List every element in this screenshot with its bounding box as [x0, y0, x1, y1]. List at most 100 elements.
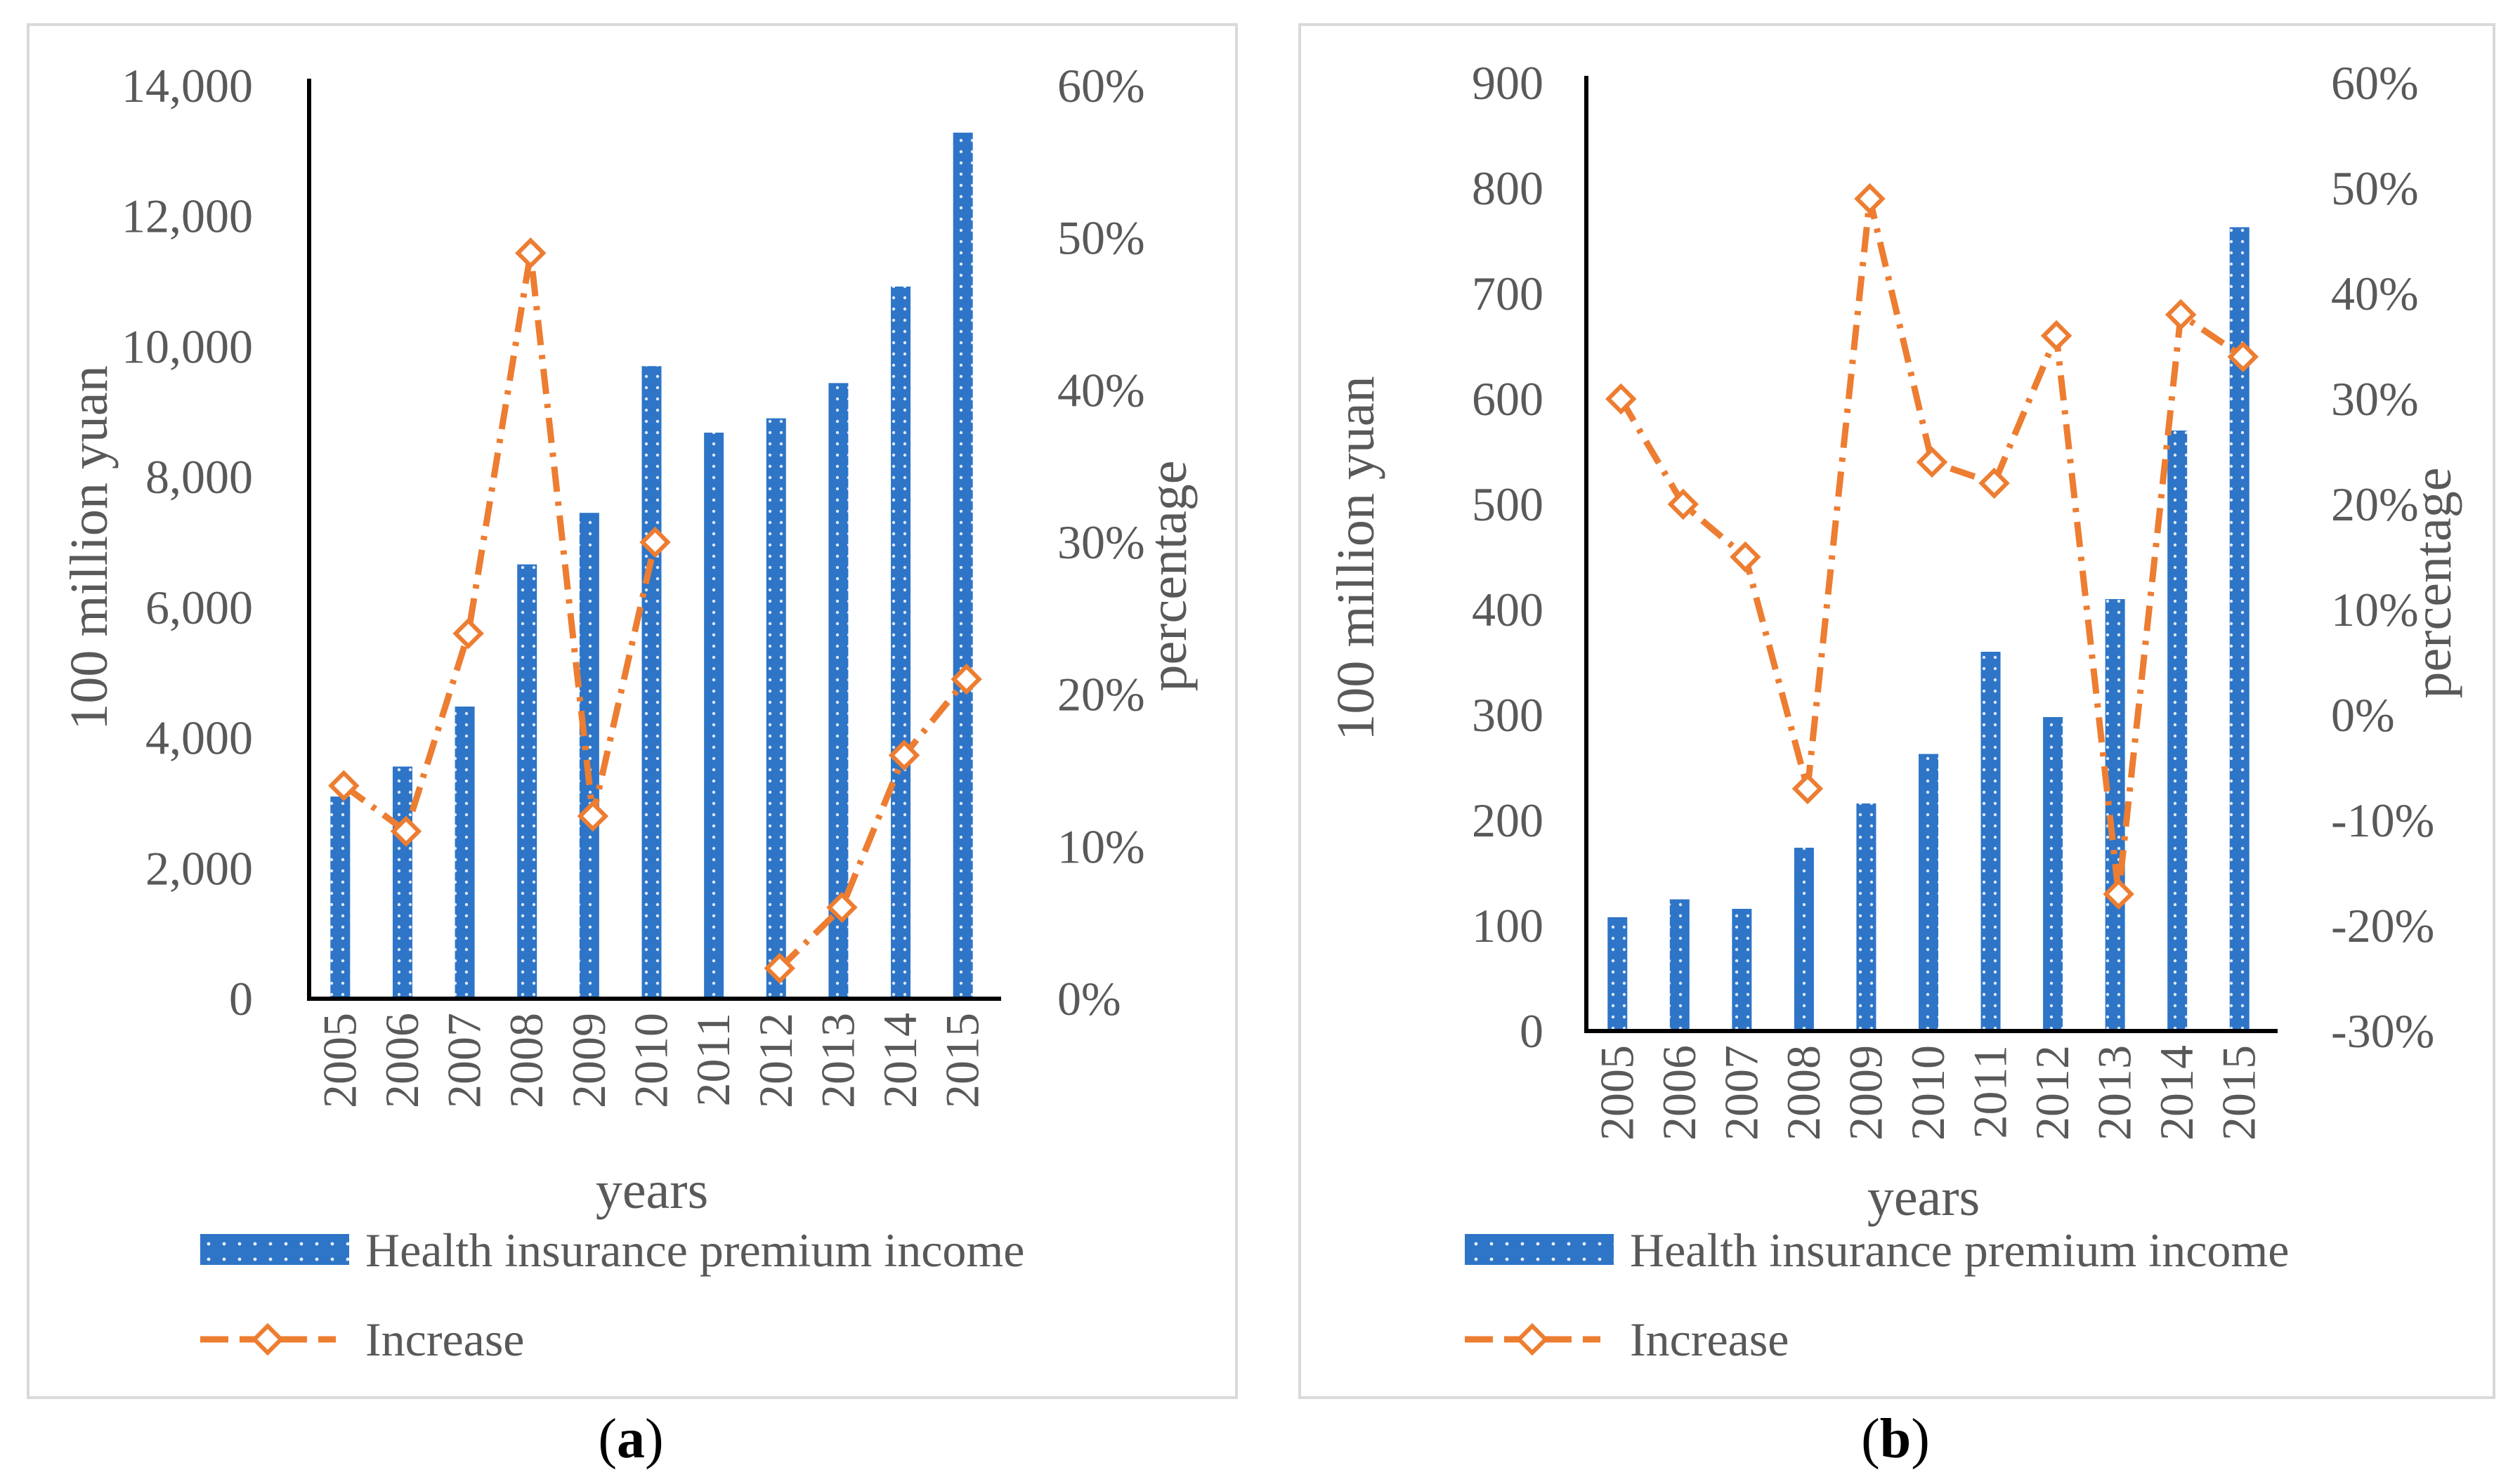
- chart-b-increase-point-2007: [1730, 541, 1761, 573]
- chart-a-y-tick-label: 0: [229, 972, 253, 1025]
- chart-a-y2-tick-label: 40%: [1057, 363, 1145, 416]
- chart-b-y-tick-label: 800: [1472, 162, 1543, 215]
- chart-b-y2-tick-label: 20%: [2331, 478, 2419, 531]
- chart-b-x-tick-label: 2009: [1839, 1045, 1892, 1141]
- chart-b-x-tick-label: 2010: [1901, 1045, 1954, 1141]
- chart-b-x-tick-label: 2013: [2088, 1045, 2141, 1141]
- chart-b-y-tick-label: 400: [1472, 583, 1543, 636]
- chart-a-x-tick-label: 2013: [811, 1013, 864, 1108]
- chart-b-bar-texture: [2105, 599, 2125, 1031]
- chart-b-bar-texture: [1919, 754, 1938, 1031]
- chart-b-y-tick-label: 700: [1472, 267, 1543, 320]
- chart-b-x-tick-label: 2014: [2150, 1045, 2203, 1141]
- chart-b-increase-point-2010: [1916, 446, 1948, 478]
- chart-a-bar-texture: [579, 513, 599, 999]
- chart-panel-b: 0 100 200 300 400 500 600 700 800 900 -30% -20% -10%…: [1298, 23, 2495, 1399]
- chart-a-increase-point-2013: [826, 891, 858, 924]
- chart-b-increase-point-2011: [1978, 467, 2010, 499]
- chart-b-bar-texture: [1607, 917, 1628, 1031]
- chart-b-y2-tick-label: -30%: [2331, 1004, 2434, 1058]
- chart-b-increase-point-2009: [1854, 183, 1886, 215]
- chart-a-y-axis-title: 100 million yuan: [60, 365, 119, 730]
- chart-b-bar-texture: [1856, 803, 1876, 1031]
- chart-a-x-tick-label: 2011: [686, 1013, 740, 1106]
- chart-a-bar-texture: [641, 366, 662, 999]
- chart-b-x-tick-label: 2015: [2212, 1045, 2266, 1141]
- chart-b-x-tick-label: 2007: [1714, 1045, 1768, 1141]
- chart-a-x-tick-label: 2006: [375, 1013, 429, 1108]
- chart-b-increase-point-2014: [2165, 298, 2197, 331]
- chart-b-y-tick-label: 200: [1472, 794, 1543, 847]
- chart-a-plot: 0 2,000 4,000 6,000 8,000 10,000 12,000 14,000 0…: [122, 59, 1145, 1108]
- chart-a-increase-point-2012: [764, 952, 796, 984]
- chart-a-x-tick-label: 2015: [936, 1013, 989, 1108]
- chart-a-y-tick-label: 6,000: [145, 581, 253, 634]
- caption-b: (b): [1861, 1408, 1930, 1470]
- chart-panel-a: 0 2,000 4,000 6,000 8,000 10,000 12,000 14,000 0…: [27, 23, 1238, 1399]
- chart-a-y2-tick-label: 10%: [1057, 820, 1145, 873]
- chart-a-x-tick-label: 2012: [749, 1013, 802, 1108]
- chart-a-legend-line-marker: [251, 1322, 285, 1356]
- chart-a-increase-point-2007: [452, 617, 484, 650]
- chart-a-x-tick-label: 2010: [625, 1013, 678, 1108]
- chart-a-increase-point-2005: [328, 770, 360, 801]
- chart-b-increase-point-2005: [1605, 383, 1637, 415]
- chart-b-x-tick-label: 2008: [1777, 1045, 1830, 1141]
- chart-a-y-tick-label: 10,000: [122, 320, 253, 373]
- chart-a-bar-texture: [704, 433, 724, 999]
- chart-b-y2-tick-label: 10%: [2331, 583, 2419, 636]
- chart-a-y2-tick-label: 0%: [1057, 972, 1121, 1025]
- chart-b-y2-tick-label: 30%: [2331, 372, 2419, 426]
- chart-a-bar-texture: [953, 132, 973, 999]
- chart-a-bar-texture: [392, 766, 412, 999]
- chart-a-increase-point-2014: [888, 740, 920, 771]
- chart-b-y-tick-label: 300: [1472, 688, 1543, 742]
- chart-a-y-tick-label: 2,000: [145, 841, 253, 895]
- chart-a-increase-point-2010: [639, 526, 671, 558]
- chart-b-y2-tick-label: 50%: [2331, 162, 2419, 215]
- chart-b-legend-line-label: Increase: [1630, 1313, 1789, 1366]
- chart-b-legend-bar-swatch-dots: [1465, 1234, 1614, 1265]
- chart-b-y2-tick-label: 0%: [2331, 688, 2395, 742]
- chart-b-bar-texture: [1980, 652, 2001, 1031]
- chart-a-legend-bar-swatch-dots: [200, 1234, 349, 1265]
- chart-b-y-tick-label: 0: [1520, 1004, 1543, 1058]
- chart-a-legend: Health insurance premium income Increase: [200, 1223, 1024, 1366]
- chart-b-x-tick-label: 2005: [1590, 1045, 1643, 1141]
- chart-a-y-tick-label: 12,000: [122, 190, 253, 243]
- chart-a-x-tick-label: 2008: [500, 1013, 553, 1108]
- chart-b-bar-texture: [1669, 899, 1690, 1031]
- chart-a-bar-texture: [455, 707, 475, 999]
- chart-a-x-tick-label: 2005: [313, 1013, 366, 1108]
- chart-a-y-tick-label: 4,000: [145, 711, 253, 765]
- chart-a-x-tick-label: 2007: [438, 1013, 491, 1108]
- chart-b-legend-bar-label: Health insurance premium income: [1630, 1223, 2289, 1277]
- chart-a-x-axis-title: years: [596, 1161, 708, 1220]
- chart-b-bar-texture: [1794, 848, 1814, 1031]
- chart-a-increase-point-2009: [577, 800, 609, 832]
- chart-b-y-tick-label: 100: [1472, 899, 1543, 952]
- chart-a-y2-tick-label: 30%: [1057, 516, 1145, 569]
- chart-a-y2-tick-label: 20%: [1057, 668, 1145, 721]
- chart-a-increase-point-2006: [390, 815, 422, 847]
- chart-b-bar-texture: [2167, 431, 2188, 1031]
- chart-a-y2-tick-label: 50%: [1057, 211, 1145, 265]
- chart-a-y2-tick-label: 60%: [1057, 59, 1145, 112]
- chart-b-x-tick-label: 2011: [1964, 1045, 2017, 1138]
- caption-b-letter: b: [1880, 1408, 1912, 1470]
- caption-a-letter: a: [617, 1408, 645, 1470]
- chart-a-bar-texture: [517, 564, 537, 999]
- chart-b-frame: [1298, 23, 2495, 1399]
- chart-a-increase-point-2015: [951, 663, 982, 695]
- chart-a-bar-texture: [891, 287, 911, 999]
- chart-b-y-tick-label: 900: [1472, 56, 1543, 110]
- chart-b-legend-line-marker: [1515, 1322, 1549, 1356]
- caption-a: (a): [598, 1408, 663, 1470]
- chart-b-x-axis-title: years: [1867, 1168, 1980, 1227]
- chart-a-bar-texture: [766, 418, 786, 999]
- chart-b-increase-point-2015: [2227, 341, 2259, 373]
- chart-b-y-tick-label: 500: [1472, 478, 1543, 531]
- chart-b-x-tick-label: 2006: [1652, 1045, 1706, 1141]
- chart-a-legend-line-label: Increase: [365, 1313, 524, 1366]
- chart-a-bar-texture: [330, 796, 351, 999]
